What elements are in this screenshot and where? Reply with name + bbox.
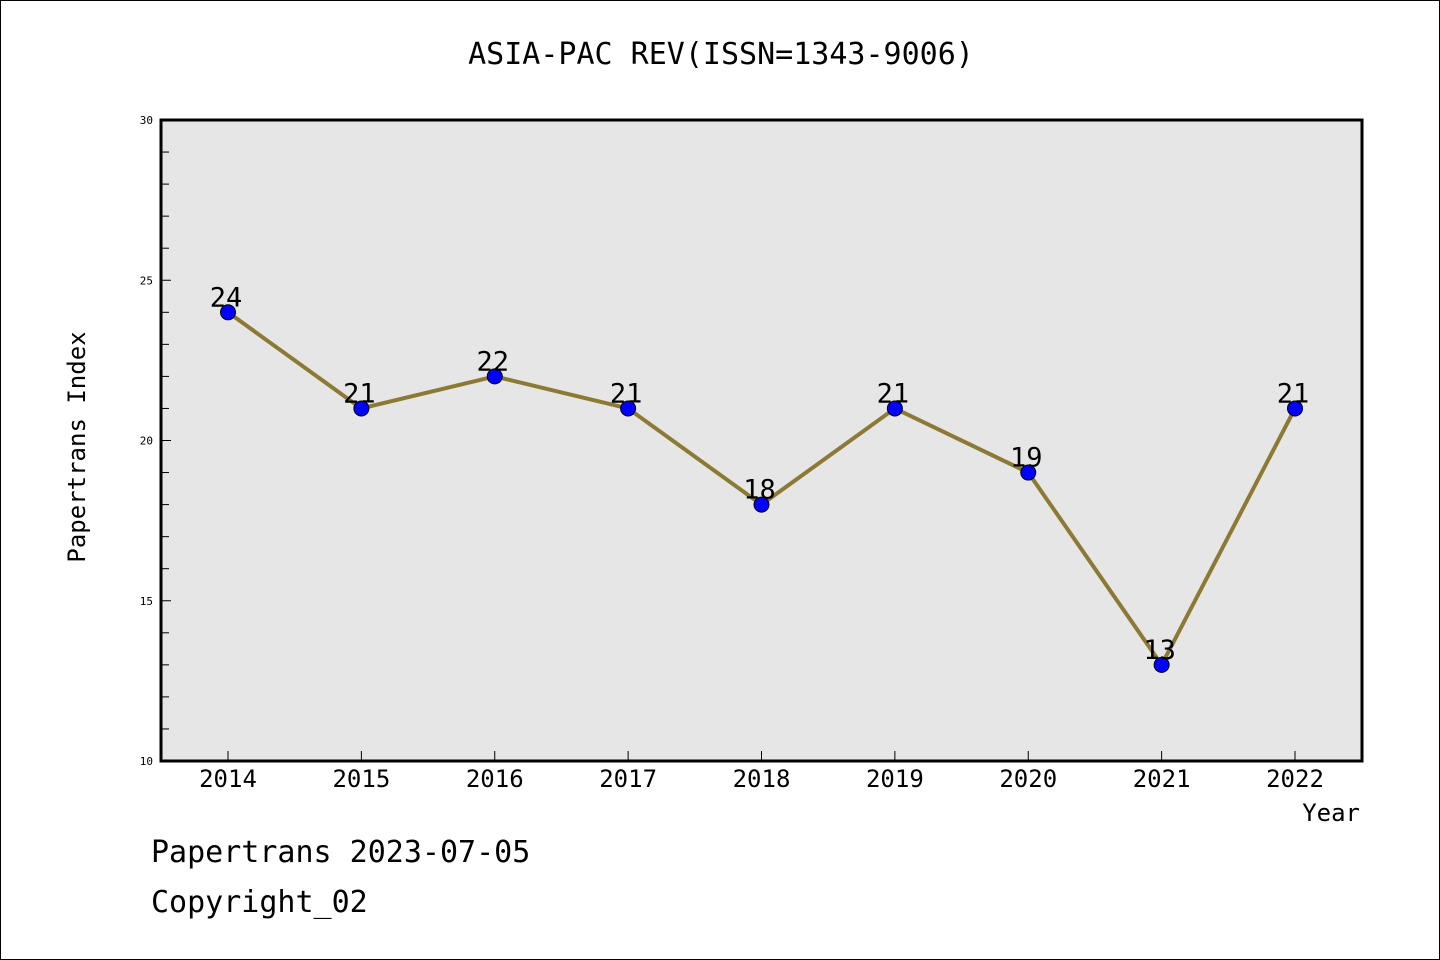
data-point [886, 400, 903, 417]
data-point [220, 304, 236, 321]
plot-border [159, 118, 1364, 763]
x-tick-label: 2017 [599, 765, 657, 793]
x-tick-label: 2021 [1133, 765, 1191, 793]
footer-copyright-line: Copyright_02 [151, 885, 368, 920]
data-point [486, 368, 503, 385]
data-label: 19 [1010, 443, 1043, 474]
x-tick-label: 2015 [332, 765, 390, 793]
x-tick-label: 2022 [1266, 765, 1324, 793]
y-tick-label: 30 [140, 114, 153, 127]
data-label: 22 [476, 346, 509, 377]
data-label: 21 [343, 378, 376, 409]
data-point [1153, 656, 1170, 673]
data-label: 13 [1143, 635, 1176, 666]
y-axis-label: Papertrans Index [63, 331, 91, 562]
data-point [753, 496, 770, 513]
y-tick-label: 20 [140, 435, 153, 448]
data-label: 24 [210, 282, 243, 313]
x-tick-label: 2016 [466, 765, 524, 793]
data-point [1287, 400, 1303, 417]
y-tick-label: 10 [140, 755, 153, 768]
chart-title: ASIA-PAC REV(ISSN=1343-9006) [468, 37, 974, 72]
x-tick-label: 2018 [733, 765, 791, 793]
data-point [620, 400, 637, 417]
data-label: 21 [610, 378, 643, 409]
x-axis-label: Year [1302, 799, 1360, 827]
data-label: 21 [877, 378, 910, 409]
y-tick-label: 15 [140, 595, 153, 608]
x-tick-label: 2020 [999, 765, 1057, 793]
data-label: 21 [1277, 378, 1310, 409]
x-tick-label: 2014 [199, 765, 257, 793]
footer-date-line: Papertrans 2023-07-05 [151, 835, 531, 870]
data-label: 18 [743, 475, 776, 506]
x-tick-label: 2019 [866, 765, 924, 793]
data-point [353, 400, 370, 417]
data-point [1020, 464, 1037, 481]
y-tick-label: 25 [140, 274, 153, 287]
plot-area [161, 120, 1362, 761]
